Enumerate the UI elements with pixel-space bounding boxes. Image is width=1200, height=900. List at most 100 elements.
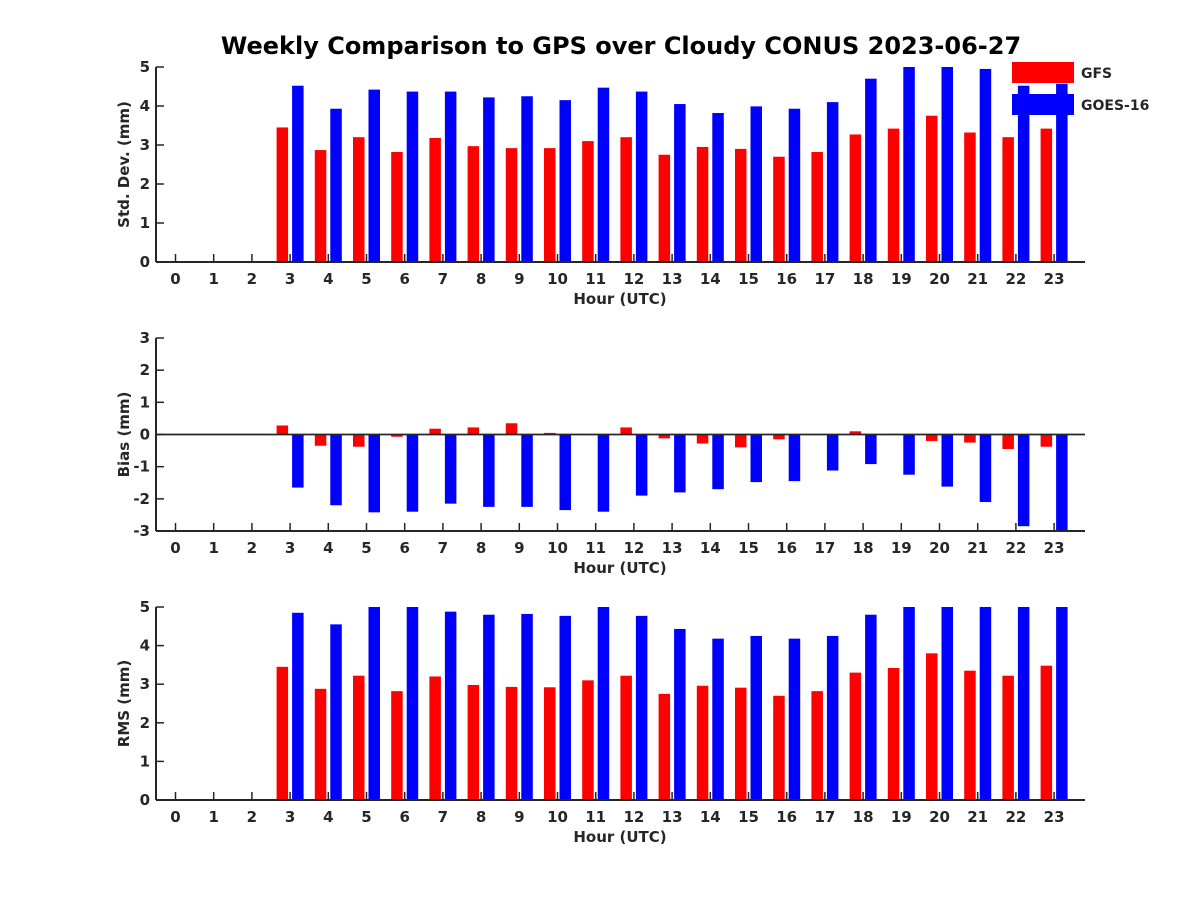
bar-gfs [276,127,289,262]
y-axis-label: Std. Dev. (mm) [115,101,133,228]
bar-gfs [391,434,403,437]
x-tick-label: 21 [967,539,988,557]
x-axis-label: Hour (UTC) [573,828,666,846]
x-tick-label: 7 [438,270,448,288]
bar-goes-16 [292,434,304,488]
bar-goes-16 [559,100,571,263]
bar-goes-16 [330,624,342,800]
bar-gfs [505,686,518,800]
bar-goes-16 [826,102,839,262]
x-tick-label: 8 [476,808,486,826]
x-tick-label: 4 [323,539,333,557]
x-tick-label: 18 [853,270,874,288]
bar-goes-16 [1017,85,1030,262]
bar-gfs [658,434,671,439]
x-tick-label: 2 [247,808,257,826]
bar-gfs [276,666,289,800]
bar-gfs [429,428,441,435]
bar-gfs [1040,665,1053,800]
bar-goes-16 [979,68,992,262]
x-tick-label: 23 [1044,808,1065,826]
x-tick-label: 15 [738,808,759,826]
x-tick-label: 8 [476,270,486,288]
bar-gfs [658,693,671,800]
x-tick-label: 5 [361,808,371,826]
x-tick-label: 16 [776,539,797,557]
bar-goes-16 [406,91,419,262]
x-tick-label: 2 [247,270,257,288]
bar-gfs [620,675,632,800]
x-tick-label: 7 [438,539,448,557]
x-tick-label: 17 [814,539,835,557]
bar-gfs [467,427,480,435]
x-tick-label: 17 [814,270,835,288]
x-tick-label: 18 [853,808,874,826]
bar-gfs [696,146,709,262]
x-tick-label: 23 [1044,270,1065,288]
bar-goes-16 [1017,607,1030,800]
bar-gfs [391,691,403,800]
bar-goes-16 [826,434,839,471]
bar-goes-16 [635,434,648,496]
bar-goes-16 [521,613,533,800]
y-tick-label: 2 [140,175,150,193]
x-tick-label: 0 [170,539,180,557]
x-tick-label: 13 [662,539,683,557]
x-tick-label: 0 [170,270,180,288]
bar-goes-16 [597,434,610,512]
legend-swatch-goes-16 [1012,94,1074,115]
x-tick-label: 13 [662,808,683,826]
bar-goes-16 [559,615,571,800]
bar-gfs [849,134,862,262]
bar-goes-16 [788,638,801,800]
x-tick-label: 3 [285,270,295,288]
bar-gfs [696,434,709,444]
bar-gfs [467,146,480,262]
x-tick-label: 10 [547,539,568,557]
bar-gfs [964,132,976,262]
bar-gfs [1040,434,1053,447]
x-tick-label: 23 [1044,539,1065,557]
bar-goes-16 [444,611,457,800]
bar-goes-16 [483,614,495,800]
y-tick-label: 1 [140,214,150,232]
bar-goes-16 [292,85,304,262]
bar-gfs [658,154,671,262]
x-tick-label: 15 [738,539,759,557]
x-tick-label: 9 [514,808,524,826]
x-tick-label: 12 [623,270,644,288]
legend-swatch-gfs [1012,62,1074,83]
x-tick-label: 14 [700,270,721,288]
bar-gfs [735,434,747,448]
bar-goes-16 [941,434,953,487]
y-tick-label: 5 [140,58,150,76]
x-tick-label: 20 [929,539,950,557]
bar-goes-16 [521,434,533,507]
bar-goes-16 [368,607,380,800]
bar-goes-16 [903,67,915,262]
y-axis-label: RMS (mm) [115,660,133,747]
bar-goes-16 [406,434,419,512]
bar-goes-16 [941,607,953,800]
bar-goes-16 [750,106,762,262]
y-tick-label: -2 [133,490,150,508]
x-tick-label: 22 [1005,270,1026,288]
bar-gfs [735,687,747,800]
bar-gfs [544,687,556,800]
bar-goes-16 [865,614,877,800]
bar-gfs [926,653,938,800]
bar-goes-16 [444,434,457,504]
x-tick-label: 1 [208,270,218,288]
bar-goes-16 [941,67,953,262]
bar-gfs [811,152,823,262]
bar-goes-16 [826,635,839,800]
bar-goes-16 [406,607,419,800]
y-tick-label: 2 [140,714,150,732]
x-tick-label: 5 [361,270,371,288]
x-tick-label: 16 [776,808,797,826]
bar-gfs [582,141,594,262]
chart-title: Weekly Comparison to GPS over Cloudy CON… [221,32,1021,60]
bar-gfs [1002,137,1014,262]
